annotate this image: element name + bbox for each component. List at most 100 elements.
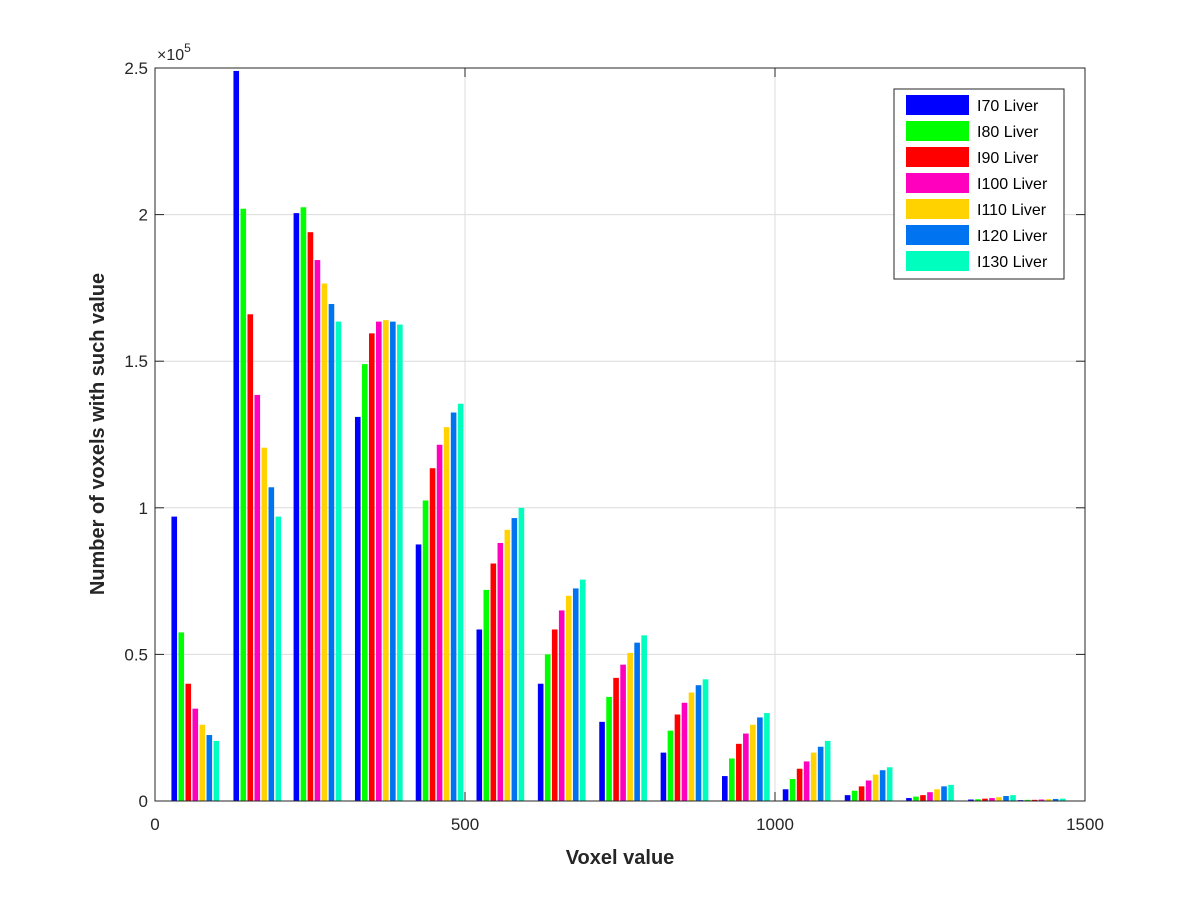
x-tick-label: 1000 [756, 815, 794, 834]
x-tick-label: 1500 [1066, 815, 1104, 834]
bar [750, 724, 756, 801]
bar [1024, 799, 1031, 801]
bar [171, 516, 178, 801]
y-tick-label: 2 [139, 206, 148, 225]
bar [390, 321, 396, 801]
bar [817, 746, 824, 801]
bar [851, 790, 858, 801]
bar [443, 427, 450, 801]
y-axis-label: Number of voxels with such value [87, 273, 109, 595]
bar [544, 654, 551, 801]
bar [254, 394, 261, 801]
bar [627, 652, 633, 801]
bar [450, 412, 457, 801]
legend-swatch [906, 147, 969, 167]
legend-entries: I70 Liver I80 Liver I90 Liver I100 Liver I11… [906, 95, 1048, 271]
legend-label: I130 Liver [977, 254, 1048, 271]
bar [314, 260, 321, 801]
bar [865, 780, 872, 801]
bar [307, 232, 314, 801]
bar [620, 664, 626, 801]
bar [948, 784, 954, 801]
bar [858, 786, 865, 801]
bar [968, 799, 974, 801]
bar [383, 320, 389, 801]
bar [354, 416, 361, 801]
bar [879, 770, 886, 801]
bar [1059, 798, 1066, 801]
bar [361, 364, 368, 801]
y-tick-label: 0 [139, 792, 148, 811]
bar [872, 774, 879, 801]
bar [1038, 799, 1045, 801]
bar [824, 740, 831, 801]
bar [757, 717, 763, 801]
bar [1052, 798, 1059, 801]
bar [457, 403, 464, 801]
bar [674, 714, 681, 801]
bar [613, 677, 619, 801]
bar [321, 283, 328, 801]
bar [688, 692, 695, 801]
bar [185, 683, 192, 801]
bar [268, 487, 275, 801]
bar [702, 679, 709, 801]
bar [941, 786, 947, 801]
bar [641, 635, 647, 801]
legend-swatch [906, 121, 969, 141]
x-tick-label: 500 [451, 815, 479, 834]
bar [178, 632, 185, 801]
axis-ticks [154, 67, 1086, 802]
bar [328, 304, 335, 801]
bar [975, 799, 981, 801]
legend-label: I110 Liver [977, 202, 1047, 219]
bar [722, 776, 728, 801]
legend-label: I100 Liver [977, 176, 1048, 193]
bar [660, 752, 667, 801]
bar [796, 768, 803, 801]
bar [599, 721, 605, 801]
y-tick-label: 0.5 [124, 645, 148, 664]
bar [782, 789, 789, 801]
y-tick-label: 1 [139, 499, 148, 518]
bar [551, 629, 558, 801]
bar [913, 796, 919, 801]
bar [300, 207, 307, 801]
bar [920, 795, 926, 801]
bar [233, 70, 240, 802]
bar [422, 500, 429, 801]
bar [810, 752, 817, 801]
legend-swatch [906, 251, 969, 271]
x-axis-label: Voxel value [566, 847, 675, 869]
bar [886, 767, 893, 801]
bar [293, 213, 300, 801]
legend-label: I80 Liver [977, 124, 1039, 141]
legend: I70 Liver I80 Liver I90 Liver I100 Liver I11… [893, 88, 1065, 280]
bar [989, 798, 995, 801]
bar [736, 743, 742, 801]
legend-swatch [906, 199, 969, 219]
bar [1003, 796, 1009, 801]
bar [572, 588, 579, 801]
plot-area-frame [154, 67, 1086, 802]
bar [504, 529, 511, 801]
bar [376, 321, 382, 801]
bar [497, 542, 504, 801]
bar [729, 758, 735, 801]
bar [192, 708, 199, 801]
bar [667, 730, 674, 801]
bar [275, 516, 282, 801]
bar [695, 685, 702, 801]
bar [476, 629, 483, 801]
bar [335, 321, 342, 801]
bar [369, 333, 375, 801]
bar [743, 733, 749, 801]
tick-labels: 0 500 1000 1500 0 0.5 1 1.5 2 2.5 [124, 59, 1104, 834]
y-tick-label: 2.5 [124, 59, 148, 78]
bar [565, 595, 572, 801]
bar [558, 610, 565, 801]
bar [1031, 799, 1038, 801]
bar [206, 735, 213, 801]
bar [490, 563, 497, 801]
